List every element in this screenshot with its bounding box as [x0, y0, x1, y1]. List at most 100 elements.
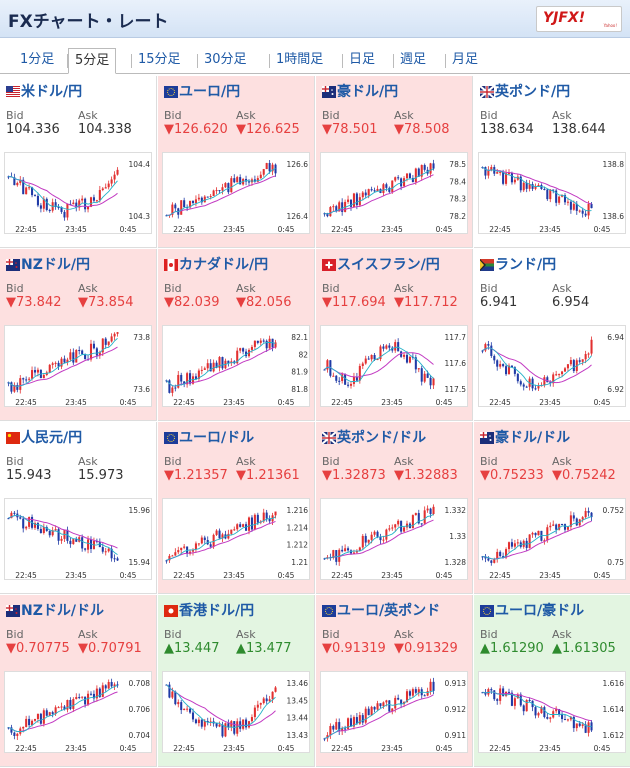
- chart-container[interactable]: 1.216 1.214 1.212 1.21 22:45 23:45 0:45: [162, 498, 310, 580]
- tab-7[interactable]: 月足: [452, 52, 479, 67]
- tab-5[interactable]: 日足: [349, 52, 376, 67]
- rate-panel[interactable]: ユーロ/円 Bid Ask ▼126.620 ▼126.625 126.6 126.4 22:…: [158, 76, 315, 248]
- rate-panel[interactable]: スイスフラン/円 Bid Ask ▼117.694 ▼117.712 117.7 117.6…: [316, 249, 473, 421]
- candle-body: [581, 517, 584, 520]
- candle-body: [236, 350, 239, 364]
- pair-name-link[interactable]: ユーロ/豪ドル: [495, 603, 585, 619]
- tab-6[interactable]: 週足: [400, 52, 427, 67]
- chart-container[interactable]: 104.4 104.3 22:45 23:45 0:45: [4, 152, 152, 234]
- rate-panel[interactable]: ランド/円 Bid Ask 6.941 6.954 6.94 6.92 22:45 23:45 0…: [474, 249, 630, 421]
- tab-2[interactable]: 15分足: [138, 52, 181, 67]
- price-chart[interactable]: 1.216 1.214 1.212 1.21 22:45 23:45 0:45: [162, 498, 310, 580]
- candle-body: [364, 358, 367, 364]
- yjfx-logo[interactable]: YJFX! Yahoo!: [536, 6, 622, 32]
- rate-panel[interactable]: 豪ドル/円 Bid Ask ▼78.501 ▼78.508 78.5 78.4 78.3 78.…: [316, 76, 473, 248]
- price-chart[interactable]: 117.7 117.6 117.5 22:45 23:45 0:45: [320, 325, 468, 407]
- candle-body: [423, 165, 426, 170]
- price-chart[interactable]: 82.1 82 81.9 81.8 22:45 23:45 0:45: [162, 325, 310, 407]
- rate-panel[interactable]: NZドル/ドル Bid Ask ▼0.70775 ▼0.70791 0.708 0.706 0…: [0, 595, 157, 767]
- price-chart[interactable]: 0.752 0.75 22:45 23:45 0:45: [478, 498, 626, 580]
- candle-body: [522, 705, 525, 712]
- chart-container[interactable]: 138.8 138.6 22:45 23:45 0:45: [478, 152, 626, 234]
- price-chart[interactable]: 1.616 1.614 1.612 22:45 23:45 0:45: [478, 671, 626, 753]
- chart-container[interactable]: 6.94 6.92 22:45 23:45 0:45: [478, 325, 626, 407]
- price-chart[interactable]: 6.94 6.92 22:45 23:45 0:45: [478, 325, 626, 407]
- pair-name-link[interactable]: 人民元/円: [21, 430, 83, 446]
- pair-name-link[interactable]: 豪ドル/円: [337, 84, 399, 100]
- pair-name-link[interactable]: ランド/円: [495, 257, 557, 273]
- tab-separator: [197, 54, 198, 68]
- rate-panel[interactable]: カナダドル/円 Bid Ask ▼82.039 ▼82.056 82.1 82 81.9 81.…: [158, 249, 315, 421]
- candle-body: [373, 190, 376, 192]
- y-tick-label: 82.1: [291, 333, 308, 342]
- chart-container[interactable]: 82.1 82 81.9 81.8 22:45 23:45 0:45: [162, 325, 310, 407]
- rate-panel[interactable]: ユーロ/豪ドル Bid Ask ▲1.61290 ▲1.61305 1.616 1.614 1…: [474, 595, 630, 767]
- rate-panel[interactable]: 豪ドル/ドル Bid Ask ▼0.75233 ▼0.75242 0.752 0.75 22:…: [474, 422, 630, 594]
- price-chart[interactable]: 104.4 104.3 22:45 23:45 0:45: [4, 152, 152, 234]
- pair-name-link[interactable]: 米ドル/円: [21, 84, 83, 100]
- pair-name-link[interactable]: ユーロ/ドル: [179, 430, 255, 446]
- candle-body: [230, 529, 233, 534]
- rate-panel[interactable]: 香港ドル/円 Bid Ask ▲13.447 ▲13.477 13.46 13.45 13.4…: [158, 595, 315, 767]
- x-tick-label: 0:45: [594, 398, 611, 407]
- candle-body: [165, 215, 168, 217]
- candle-body: [218, 530, 221, 539]
- rate-panel[interactable]: 人民元/円 Bid Ask 15.943 15.973 15.96 15.94 22:45 23…: [0, 422, 157, 594]
- chart-container[interactable]: 73.8 73.6 22:45 23:45 0:45: [4, 325, 152, 407]
- bid-label: Bid: [480, 282, 498, 295]
- ask-label: Ask: [78, 109, 98, 122]
- pair-name-link[interactable]: スイスフラン/円: [337, 257, 440, 273]
- price-chart[interactable]: 138.8 138.6 22:45 23:45 0:45: [478, 152, 626, 234]
- y-tick-label: 117.5: [445, 385, 467, 394]
- rate-panel[interactable]: 英ポンド/ドル Bid Ask ▼1.32873 ▼1.32883 1.332 1.33 1.…: [316, 422, 473, 594]
- pair-name-link[interactable]: ユーロ/円: [179, 84, 241, 100]
- price-chart[interactable]: 73.8 73.6 22:45 23:45 0:45: [4, 325, 152, 407]
- chart-container[interactable]: 0.752 0.75 22:45 23:45 0:45: [478, 498, 626, 580]
- pair-name-link[interactable]: 豪ドル/ドル: [495, 430, 571, 446]
- candle-body: [569, 201, 572, 210]
- pair-name-link[interactable]: 香港ドル/円: [179, 603, 255, 619]
- price-chart[interactable]: 13.46 13.45 13.44 13.43 22:45 23:45 0:45: [162, 671, 310, 753]
- chart-container[interactable]: 15.96 15.94 22:45 23:45 0:45: [4, 498, 152, 580]
- candle-body: [28, 378, 31, 380]
- tab-separator: [393, 54, 394, 68]
- flag-hk-icon: [164, 602, 178, 617]
- pair-name-link[interactable]: ユーロ/英ポンド: [337, 603, 441, 619]
- rate-panel[interactable]: NZドル/円 Bid Ask ▼73.842 ▼73.854 73.8 73.6 22:45 2…: [0, 249, 157, 421]
- candle-body: [92, 693, 95, 699]
- candle-body: [256, 704, 259, 708]
- rate-panel[interactable]: ユーロ/ドル Bid Ask ▼1.21357 ▼1.21361 1.216 1.214 1.…: [158, 422, 315, 594]
- candle-body: [268, 163, 271, 172]
- pair-name-link[interactable]: 英ポンド/ドル: [337, 430, 427, 446]
- y-tick-label: 126.4: [287, 212, 309, 221]
- price-chart[interactable]: 0.708 0.706 0.704 22:45 23:45 0:45: [4, 671, 152, 753]
- chart-container[interactable]: 1.332 1.33 1.328 22:45 23:45 0:45: [320, 498, 468, 580]
- tab-0[interactable]: 1分足: [20, 52, 55, 67]
- candle-body: [590, 203, 593, 209]
- chart-container[interactable]: 0.708 0.706 0.704 22:45 23:45 0:45: [4, 671, 152, 753]
- price-chart[interactable]: 126.6 126.4 22:45 23:45 0:45: [162, 152, 310, 234]
- candle-body: [510, 542, 513, 547]
- tab-3[interactable]: 30分足: [204, 52, 247, 67]
- candle-body: [218, 724, 221, 727]
- chart-container[interactable]: 126.6 126.4 22:45 23:45 0:45: [162, 152, 310, 234]
- price-chart[interactable]: 15.96 15.94 22:45 23:45 0:45: [4, 498, 152, 580]
- pair-name-link[interactable]: カナダドル/円: [179, 257, 269, 273]
- pair-name-link[interactable]: NZドル/円: [21, 257, 90, 273]
- rate-panel[interactable]: 英ポンド/円 Bid Ask 138.634 138.644 138.8 138.6 22:4…: [474, 76, 630, 248]
- chart-container[interactable]: 1.616 1.614 1.612 22:45 23:45 0:45: [478, 671, 626, 753]
- chart-container[interactable]: 78.5 78.4 78.3 78.2 22:45 23:45 0:45: [320, 152, 468, 234]
- pair-name-link[interactable]: 英ポンド/円: [495, 84, 571, 100]
- tab-4[interactable]: 1時間足: [276, 52, 324, 67]
- tab-1[interactable]: 5分足: [68, 48, 117, 74]
- price-chart[interactable]: 1.332 1.33 1.328 22:45 23:45 0:45: [320, 498, 468, 580]
- price-chart[interactable]: 0.913 0.912 0.911 22:45 23:45 0:45: [320, 671, 468, 753]
- price-chart[interactable]: 78.5 78.4 78.3 78.2 22:45 23:45 0:45: [320, 152, 468, 234]
- rate-panel[interactable]: 米ドル/円 Bid Ask 104.336 104.338 104.4 104.3 22:45…: [0, 76, 157, 248]
- candle-body: [236, 721, 239, 734]
- chart-container[interactable]: 117.7 117.6 117.5 22:45 23:45 0:45: [320, 325, 468, 407]
- chart-container[interactable]: 13.46 13.45 13.44 13.43 22:45 23:45 0:45: [162, 671, 310, 753]
- pair-name-link[interactable]: NZドル/ドル: [21, 603, 104, 619]
- chart-container[interactable]: 0.913 0.912 0.911 22:45 23:45 0:45: [320, 671, 468, 753]
- rate-panel[interactable]: ユーロ/英ポンド Bid Ask ▼0.91319 ▼0.91329 0.913 0.912…: [316, 595, 473, 767]
